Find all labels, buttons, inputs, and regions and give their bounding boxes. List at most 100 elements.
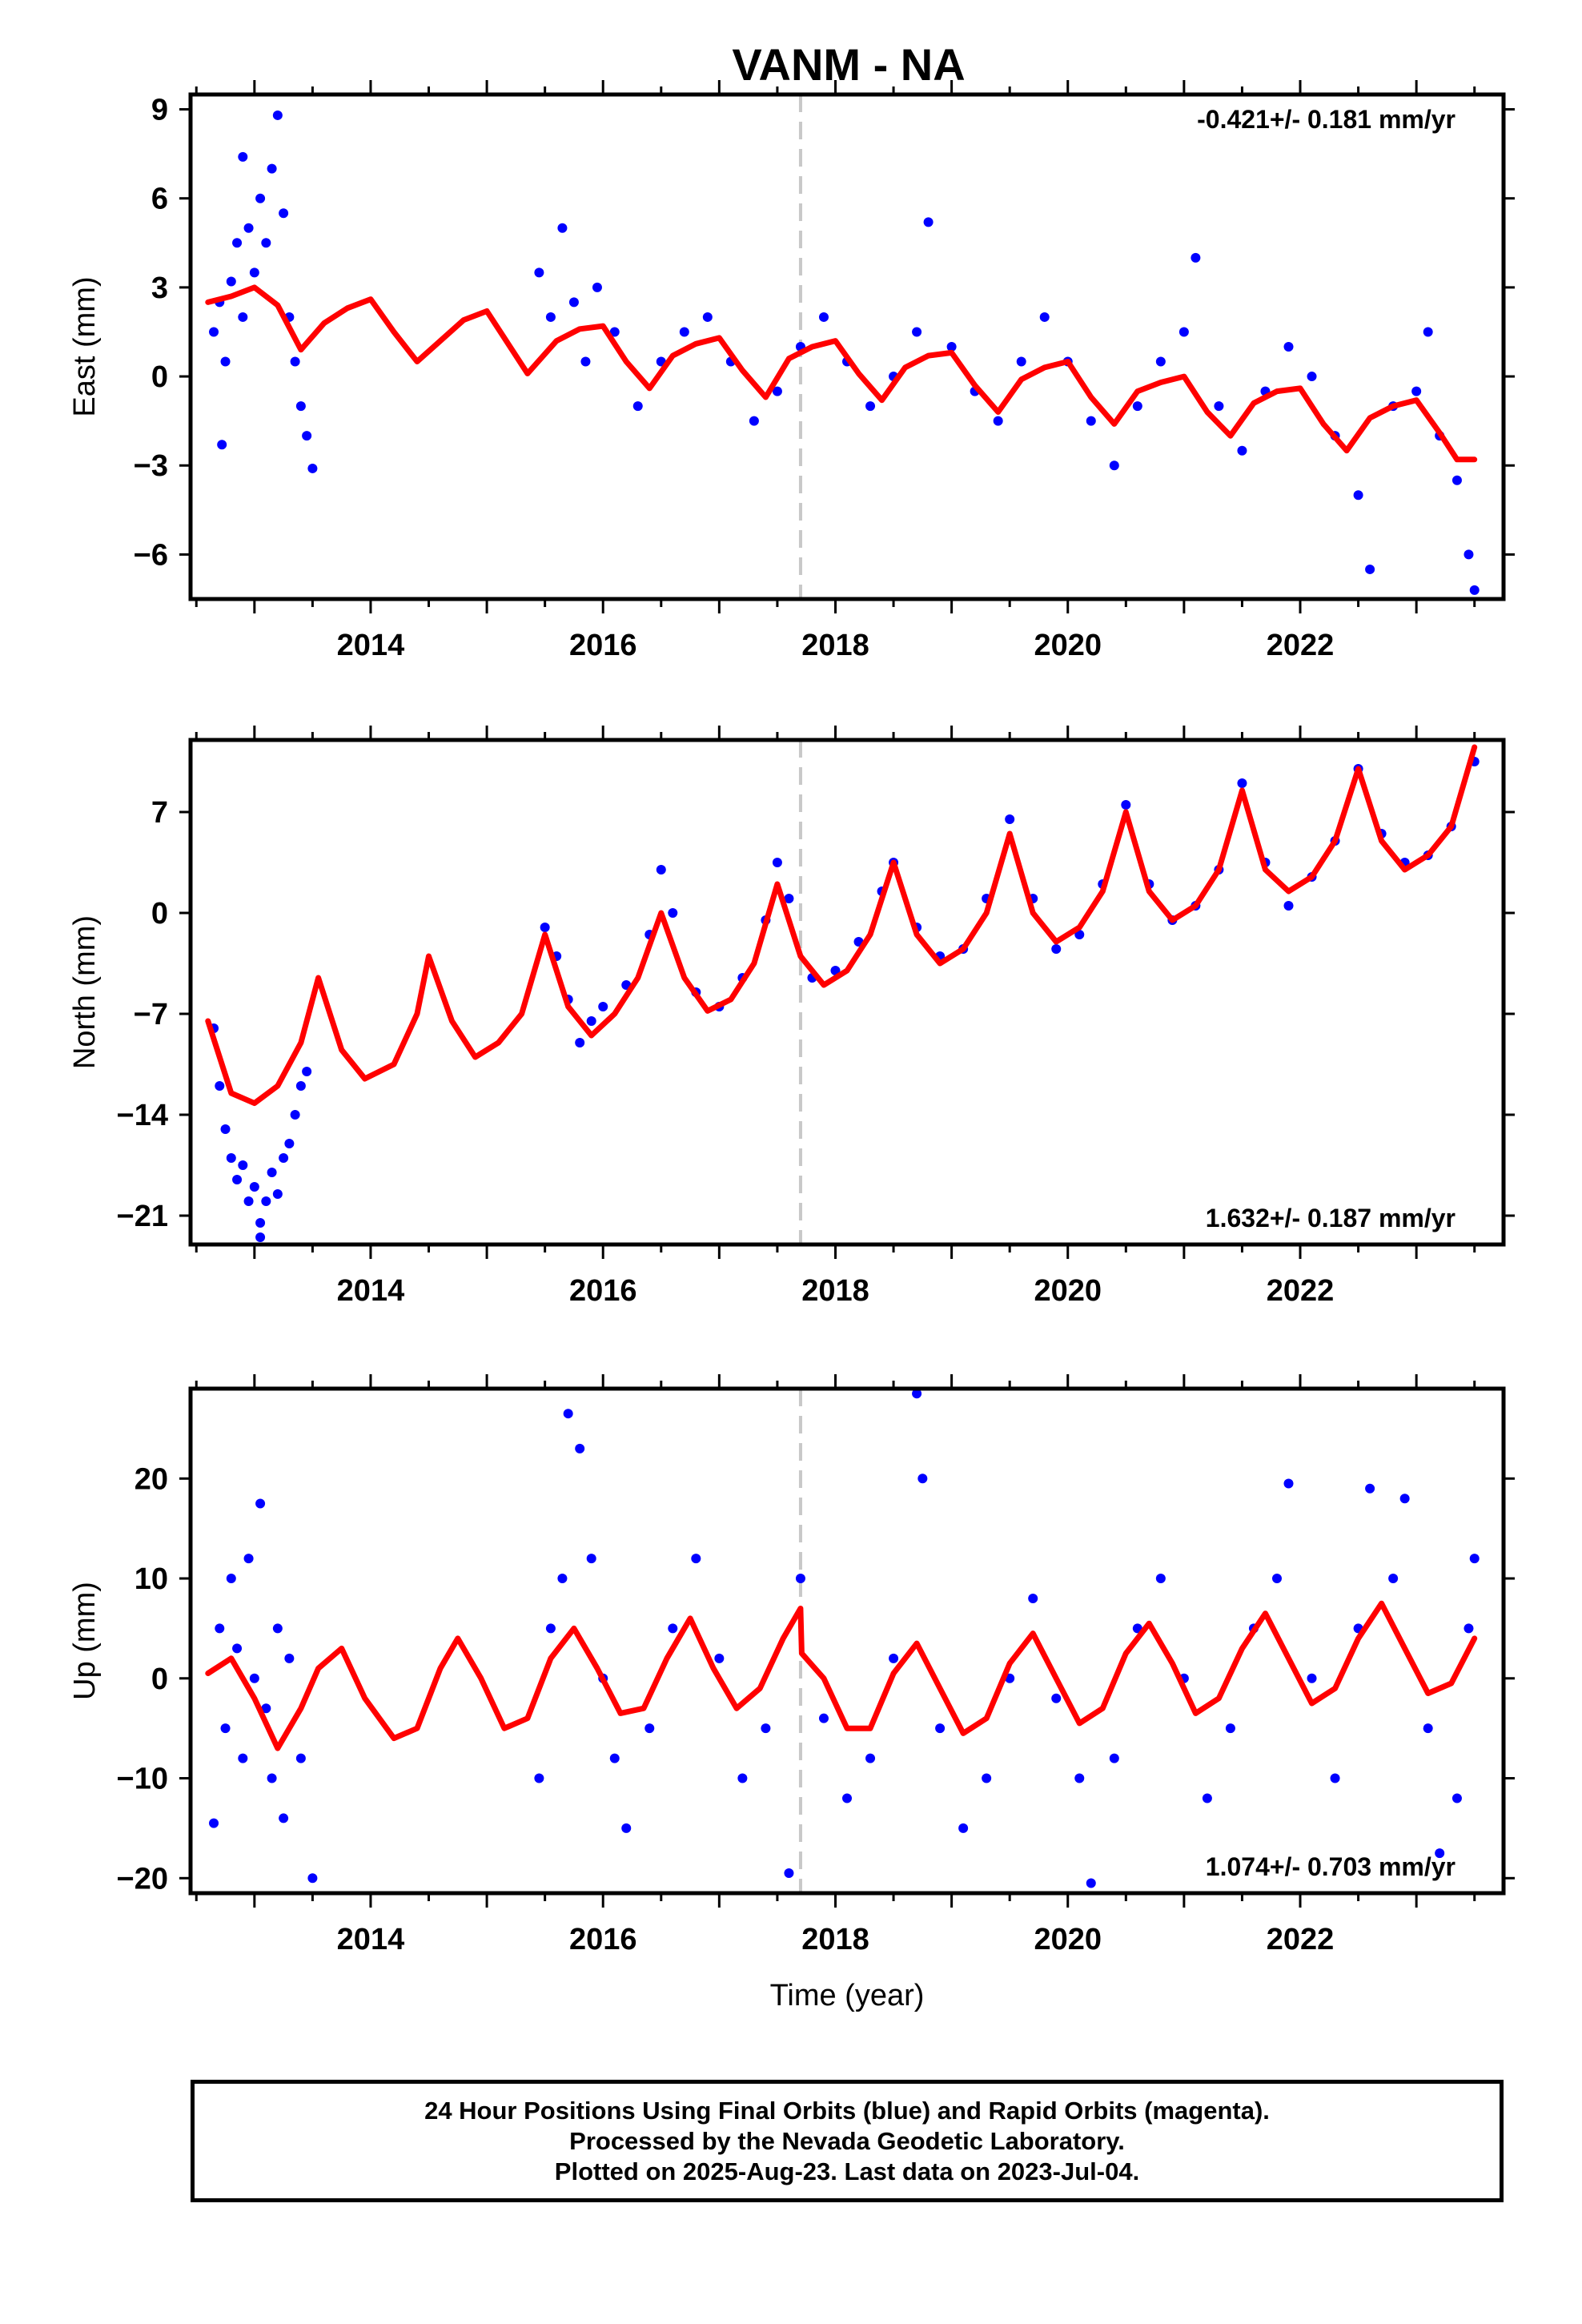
data-point [261, 1196, 271, 1206]
data-point [1225, 1723, 1235, 1734]
data-point [261, 1703, 271, 1714]
data-point [272, 1623, 283, 1634]
data-point [1271, 1574, 1282, 1584]
data-point [958, 1823, 969, 1833]
data-point [1016, 356, 1026, 367]
data-point [1283, 901, 1294, 911]
panel-frame [188, 738, 1506, 1247]
data-point [912, 327, 922, 337]
data-point [1039, 312, 1050, 322]
model-line [205, 1600, 1478, 1751]
data-point [557, 223, 568, 233]
data-point [267, 163, 277, 174]
data-point [568, 297, 579, 308]
data-point [1202, 1793, 1212, 1803]
y-axis-label: East (mm) [68, 276, 102, 416]
x-tick-label: 2014 [337, 1274, 405, 1308]
data-point [238, 1753, 248, 1763]
data-point [1214, 401, 1224, 412]
plot-area-north [205, 740, 1480, 1244]
data-point [557, 1574, 568, 1584]
data-point [243, 1554, 254, 1564]
data-point [1109, 460, 1119, 471]
data-point [232, 1175, 243, 1184]
panel-up: 20 10 0 −10 −20 2014 2016 2018 2020 2022 Up (mm) 1.… [68, 1374, 1515, 2012]
x-tick-label: 2020 [1034, 1923, 1102, 1956]
data-point [993, 416, 1003, 426]
data-point [1423, 1723, 1433, 1734]
y-tick-label: −10 [117, 1763, 168, 1796]
data-point [255, 1232, 266, 1242]
data-point [1464, 1623, 1474, 1634]
data-point [772, 386, 782, 396]
data-point [545, 1623, 556, 1634]
x-tick-label: 2022 [1267, 1923, 1335, 1956]
data-point [238, 151, 248, 162]
data-point [226, 1153, 236, 1163]
data-point [586, 1554, 596, 1564]
caption-line-3: Plotted on 2025-Aug-23. Last data on 202… [554, 2157, 1140, 2185]
data-point [632, 401, 643, 412]
data-point [220, 356, 231, 367]
data-point [702, 312, 713, 322]
data-point [598, 1002, 608, 1011]
x-tick-label: 2014 [337, 1923, 405, 1956]
data-point [795, 1574, 805, 1584]
y-axis-label: North (mm) [68, 915, 102, 1069]
data-point [668, 1623, 678, 1634]
data-point [1086, 416, 1096, 426]
data-point [267, 1168, 277, 1177]
data-point [1051, 944, 1062, 954]
data-point [865, 401, 876, 412]
y-tick-label: −14 [117, 1099, 168, 1132]
caption-box: 24 Hour Positions Using Final Orbits (bl… [191, 2080, 1504, 2202]
data-point [279, 208, 289, 219]
data-point [818, 312, 829, 322]
rate-text: 1.074+/- 0.703 mm/yr [1206, 1852, 1456, 1881]
y-tick-label: 3 [151, 271, 168, 305]
data-point [1353, 490, 1363, 501]
data-point [1109, 1753, 1119, 1763]
data-point [295, 401, 306, 412]
data-point [238, 1160, 248, 1170]
data-point [865, 1753, 876, 1763]
data-point [784, 894, 794, 903]
data-point [1121, 800, 1131, 810]
data-point [249, 1182, 259, 1192]
data-point [1086, 1878, 1096, 1888]
y-tick-label: −20 [117, 1862, 168, 1896]
data-point [714, 1653, 725, 1663]
data-point [1005, 814, 1015, 824]
chart-title: VANM - NA [732, 39, 965, 90]
plot-area-east [205, 94, 1480, 599]
data-point [249, 1673, 259, 1683]
data-point [842, 1793, 852, 1803]
data-point [215, 1623, 225, 1634]
data-point [226, 1574, 236, 1584]
rate-text: 1.632+/- 0.187 mm/yr [1206, 1204, 1456, 1232]
x-tick-label: 2018 [801, 629, 869, 662]
data-point [1074, 1773, 1085, 1783]
data-point [586, 1016, 596, 1026]
data-point [1330, 1773, 1340, 1783]
data-point [217, 440, 227, 450]
data-point [545, 312, 556, 322]
data-point [307, 1873, 318, 1884]
data-point [609, 1753, 620, 1763]
data-point [923, 217, 934, 227]
data-point [255, 1218, 266, 1228]
caption-line-1: 24 Hour Positions Using Final Orbits (bl… [424, 2096, 1270, 2125]
data-point [295, 1081, 306, 1091]
data-point [255, 1498, 266, 1509]
data-point [1452, 1793, 1462, 1803]
y-tick-label: 0 [151, 897, 168, 931]
data-point [1191, 252, 1201, 263]
panel-frame [188, 92, 1506, 601]
data-point [267, 1773, 277, 1783]
data-point [272, 1189, 283, 1199]
data-point [1399, 1494, 1410, 1504]
y-tick-label: 0 [151, 1663, 168, 1696]
data-point [307, 463, 318, 473]
